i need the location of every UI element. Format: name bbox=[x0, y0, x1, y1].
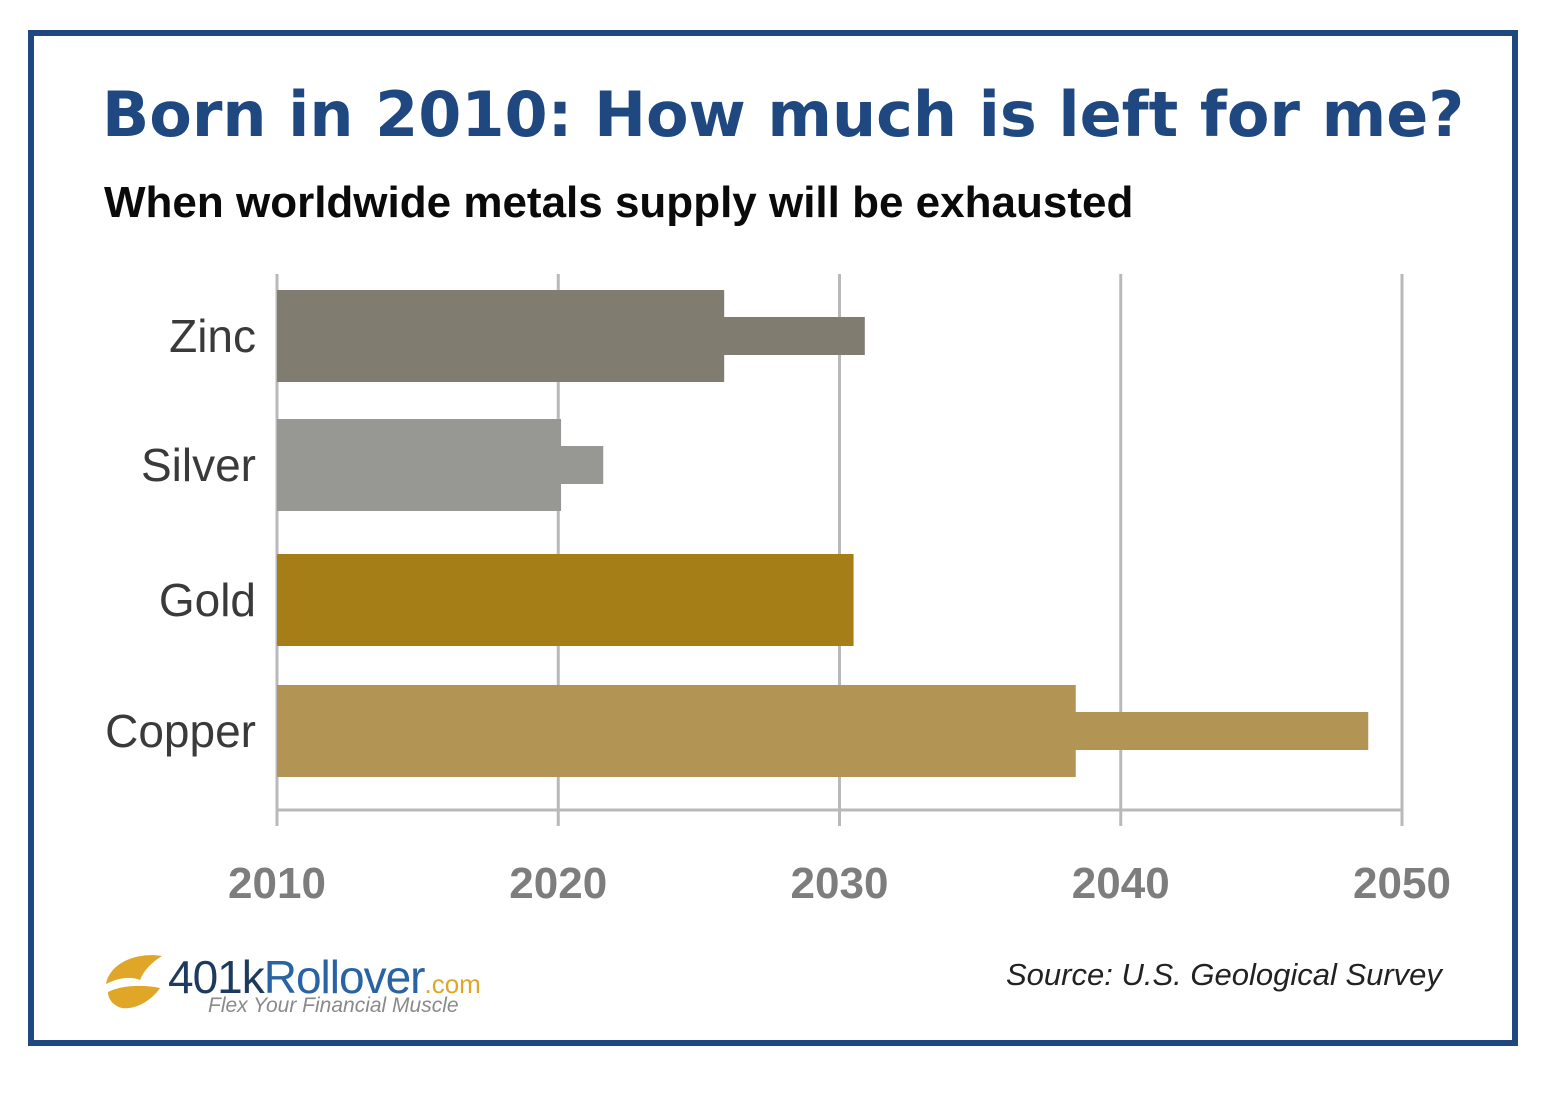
logo-brand-number: 401k bbox=[168, 951, 265, 1003]
source-note: Source: U.S. Geological Survey bbox=[1006, 957, 1442, 992]
bar-silver bbox=[277, 419, 562, 511]
tick-label-2030: 2030 bbox=[791, 859, 889, 908]
bar-gold bbox=[277, 554, 854, 646]
tick-label-2050: 2050 bbox=[1353, 859, 1451, 908]
chart-title: Born in 2010: How much is left for me? bbox=[102, 78, 1465, 151]
category-label-silver: Silver bbox=[141, 439, 256, 491]
logo-brand-tld: .com bbox=[424, 969, 481, 999]
tick-label-2020: 2020 bbox=[509, 859, 607, 908]
category-label-zinc: Zinc bbox=[169, 310, 256, 362]
bar-zinc bbox=[277, 290, 725, 382]
chart-subtitle: When worldwide metals supply will be exh… bbox=[104, 178, 1134, 227]
bar-copper bbox=[277, 685, 1076, 777]
tick-label-2010: 2010 bbox=[228, 859, 326, 908]
logo-swoosh-icon bbox=[106, 955, 162, 1009]
tick-label-2040: 2040 bbox=[1072, 859, 1170, 908]
logo-brand-word: Rollover bbox=[263, 951, 426, 1003]
category-label-copper: Copper bbox=[105, 705, 256, 757]
logo-wordmark: 401kRollover.com bbox=[168, 950, 481, 1004]
category-label-gold: Gold bbox=[159, 574, 256, 626]
logo-tagline: Flex Your Financial Muscle bbox=[208, 994, 459, 1017]
